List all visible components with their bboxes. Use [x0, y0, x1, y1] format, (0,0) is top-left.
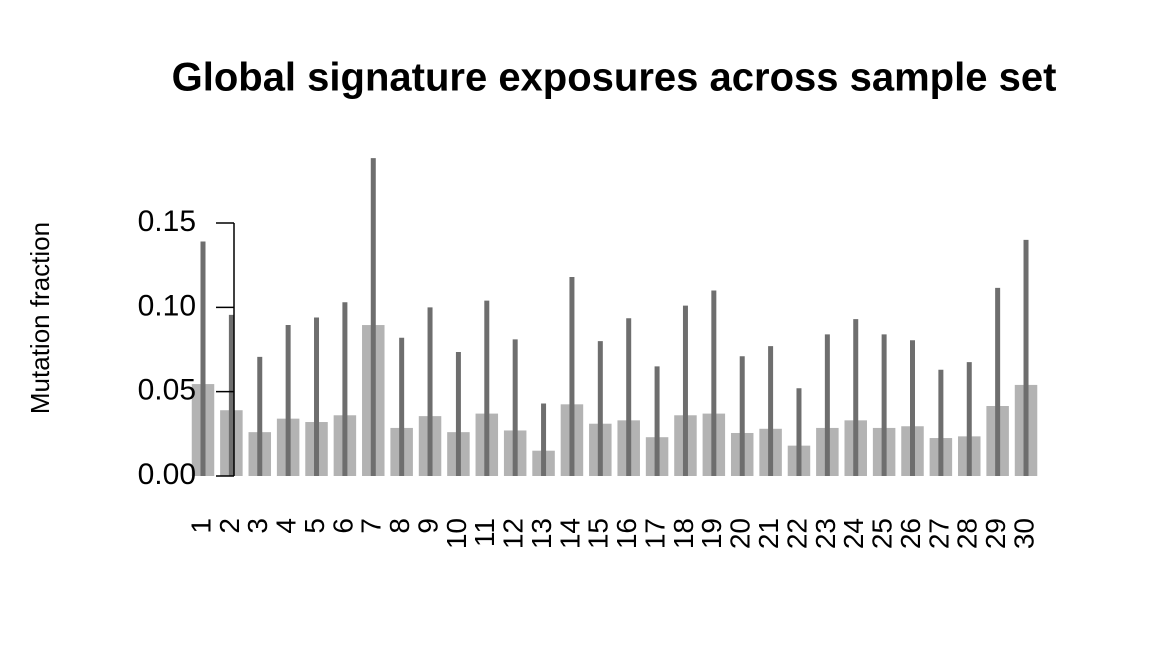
x-tick-label: 3 — [242, 518, 273, 534]
y-tick-label: 0.00 — [138, 458, 196, 491]
chart-title: Global signature exposures across sample… — [172, 56, 1057, 100]
x-tick-label: 18 — [668, 518, 699, 549]
x-tick-label: 21 — [753, 518, 784, 549]
x-tick-label: 15 — [583, 518, 614, 549]
x-tick-label: 12 — [498, 518, 529, 549]
x-tick-label: 26 — [895, 518, 926, 549]
x-tick-label: 19 — [696, 518, 727, 549]
x-tick-label: 2 — [214, 518, 245, 534]
x-tick-label: 29 — [980, 518, 1011, 549]
x-tick-label: 1 — [185, 518, 216, 534]
x-tick-label: 6 — [327, 518, 358, 534]
y-axis-label: Mutation fraction — [25, 222, 55, 414]
x-tick-label: 8 — [384, 518, 415, 534]
y-tick-label: 0.10 — [138, 289, 196, 322]
x-tick-label: 25 — [867, 518, 898, 549]
x-tick-label: 20 — [725, 518, 756, 549]
x-tick-label: 27 — [923, 518, 954, 549]
x-tick-label: 5 — [299, 518, 330, 534]
x-tick-label: 7 — [356, 518, 387, 534]
x-tick-label: 10 — [441, 518, 472, 549]
y-tick-label: 0.05 — [138, 374, 196, 407]
x-tick-label: 24 — [838, 518, 869, 549]
x-tick-label: 14 — [554, 518, 585, 549]
x-tick-label: 22 — [781, 518, 812, 549]
x-tick-label: 13 — [526, 518, 557, 549]
x-tick-label: 23 — [810, 518, 841, 549]
x-tick-label: 30 — [1008, 518, 1039, 549]
x-tick-label: 28 — [952, 518, 983, 549]
x-tick-label: 17 — [639, 518, 670, 549]
x-tick-label: 9 — [412, 518, 443, 534]
x-tick-label: 16 — [611, 518, 642, 549]
x-tick-label: 11 — [469, 518, 500, 547]
y-tick-label: 0.15 — [138, 205, 196, 238]
x-tick-label: 4 — [271, 518, 302, 534]
